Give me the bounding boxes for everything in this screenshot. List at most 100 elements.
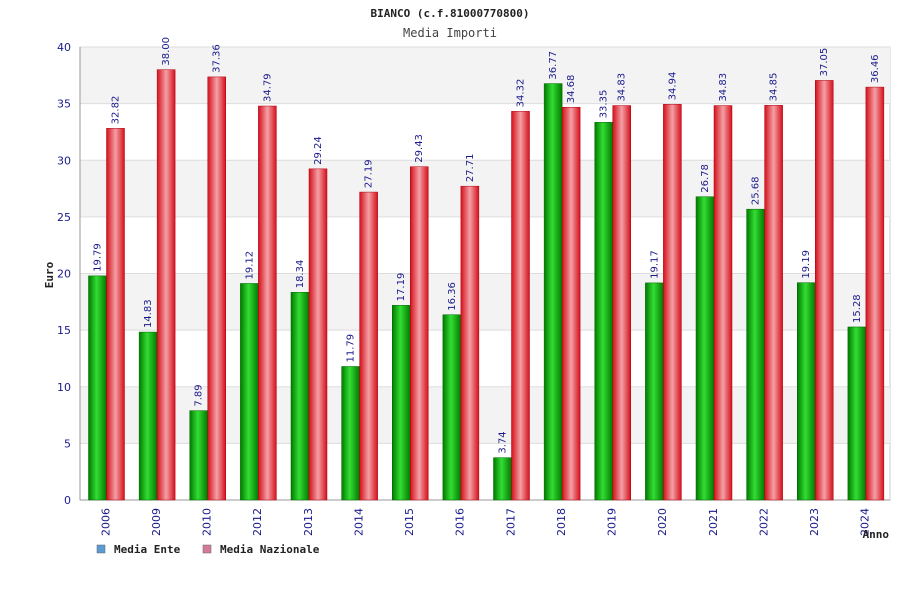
data-label: 25.68 — [751, 177, 762, 206]
data-labels: 19.79 14.83 7.89 19.12 18.34 11.79 17.19 16.36 3… — [93, 37, 881, 454]
bar-media-nazionale — [156, 69, 176, 501]
bar-media-nazionale — [764, 105, 783, 501]
bar-media-ente — [189, 410, 208, 501]
x-axis-ticks: 2006 2009 2010 2012 2013 2014 2015 2016 2017 2018… — [99, 508, 871, 536]
data-label: 19.79 — [93, 243, 104, 272]
data-label: 11.79 — [346, 334, 357, 363]
data-label: 33.35 — [599, 90, 610, 119]
y-tick-label: 20 — [57, 268, 71, 281]
bar-media-ente — [341, 366, 360, 501]
chart-title: BIANCO (c.f.81000770800) — [371, 7, 530, 20]
data-label: 19.12 — [244, 251, 255, 280]
y-axis-label: Euro — [43, 261, 56, 288]
x-tick-label: 2013 — [302, 508, 315, 536]
x-tick-label: 2017 — [504, 508, 517, 536]
legend-label-media-nazionale: Media Nazionale — [220, 543, 320, 556]
data-label: 34.32 — [516, 79, 527, 108]
data-label: 27.19 — [364, 159, 375, 188]
x-tick-label: 2020 — [656, 508, 669, 536]
y-tick-label: 5 — [64, 437, 71, 450]
x-tick-label: 2014 — [352, 508, 365, 536]
x-tick-label: 2021 — [707, 508, 720, 536]
data-label: 36.77 — [548, 51, 559, 80]
legend-swatch-media-ente — [96, 544, 106, 554]
bar-media-ente — [392, 305, 411, 501]
x-tick-label: 2024 — [859, 508, 872, 536]
y-tick-label: 15 — [57, 324, 71, 337]
data-label: 29.43 — [414, 134, 425, 163]
data-label: 34.85 — [769, 73, 780, 102]
bars — [88, 69, 885, 501]
bar-media-ente — [797, 282, 816, 501]
bar-media-ente — [543, 83, 563, 501]
y-tick-label: 10 — [57, 381, 71, 394]
data-label: 26.78 — [700, 164, 711, 193]
x-tick-label: 2019 — [606, 508, 619, 536]
bar-media-ente — [695, 196, 715, 501]
bar-media-ente — [88, 275, 107, 501]
x-tick-label: 2018 — [555, 508, 568, 536]
bar-media-ente — [240, 283, 259, 501]
legend: Media Ente Media Nazionale — [96, 543, 320, 556]
bar-media-nazionale — [561, 106, 581, 501]
data-label: 3.74 — [498, 431, 509, 453]
x-tick-label: 2015 — [403, 508, 416, 536]
data-label: 34.68 — [566, 75, 577, 104]
bar-media-ente — [594, 122, 613, 501]
data-label: 15.28 — [852, 294, 863, 323]
data-label: 14.83 — [143, 299, 154, 328]
bar-media-ente — [138, 331, 158, 501]
data-label: 19.17 — [649, 250, 660, 279]
x-axis-label: Anno — [863, 528, 890, 541]
data-label: 18.34 — [295, 260, 306, 289]
bar-media-nazionale — [308, 168, 328, 501]
y-tick-label: 0 — [64, 494, 71, 507]
legend-label-media-ente: Media Ente — [114, 543, 181, 556]
data-label: 19.19 — [801, 250, 812, 279]
data-label: 37.05 — [819, 48, 830, 77]
x-tick-label: 2009 — [150, 508, 163, 536]
data-label: 34.83 — [617, 73, 628, 102]
data-label: 32.82 — [111, 96, 122, 125]
data-label: 38.00 — [161, 37, 172, 66]
bar-media-nazionale — [511, 111, 530, 501]
bar-media-nazionale — [815, 80, 834, 501]
chart-subtitle: Media Importi — [403, 26, 497, 40]
y-tick-label: 35 — [57, 98, 71, 111]
bar-media-ente — [847, 326, 867, 501]
y-tick-label: 30 — [57, 154, 71, 167]
data-label: 34.94 — [667, 72, 678, 101]
bar-media-nazionale — [258, 105, 277, 501]
bar-media-nazionale — [207, 76, 226, 501]
bar-media-ente — [746, 208, 765, 501]
bar-media-ente — [442, 314, 462, 501]
x-tick-label: 2010 — [201, 508, 214, 536]
data-label: 27.71 — [465, 154, 476, 183]
legend-swatch-media-nazionale — [202, 544, 212, 554]
data-label: 36.46 — [870, 54, 881, 83]
bar-media-nazionale — [713, 105, 733, 501]
data-label: 34.83 — [718, 73, 729, 102]
bar-media-nazionale — [106, 128, 125, 501]
x-tick-label: 2016 — [454, 508, 467, 536]
bar-media-ente — [493, 457, 512, 501]
x-tick-label: 2006 — [99, 508, 112, 536]
bar-media-ente — [290, 292, 310, 501]
y-tick-label: 25 — [57, 211, 71, 224]
x-tick-label: 2023 — [808, 508, 821, 536]
bar-media-nazionale — [663, 104, 682, 501]
data-label: 17.19 — [396, 273, 407, 302]
x-tick-label: 2022 — [757, 508, 770, 536]
bar-media-nazionale — [460, 185, 480, 501]
bar-media-nazionale — [359, 191, 378, 501]
data-label: 7.89 — [194, 384, 205, 406]
y-axis-ticks: 0 5 10 15 20 25 30 35 40 — [57, 41, 71, 507]
data-label: 16.36 — [447, 282, 458, 311]
bar-media-nazionale — [865, 86, 885, 501]
data-label: 34.79 — [262, 73, 273, 102]
y-tick-label: 40 — [57, 41, 71, 54]
x-tick-label: 2012 — [251, 508, 264, 536]
data-label: 29.24 — [313, 136, 324, 165]
